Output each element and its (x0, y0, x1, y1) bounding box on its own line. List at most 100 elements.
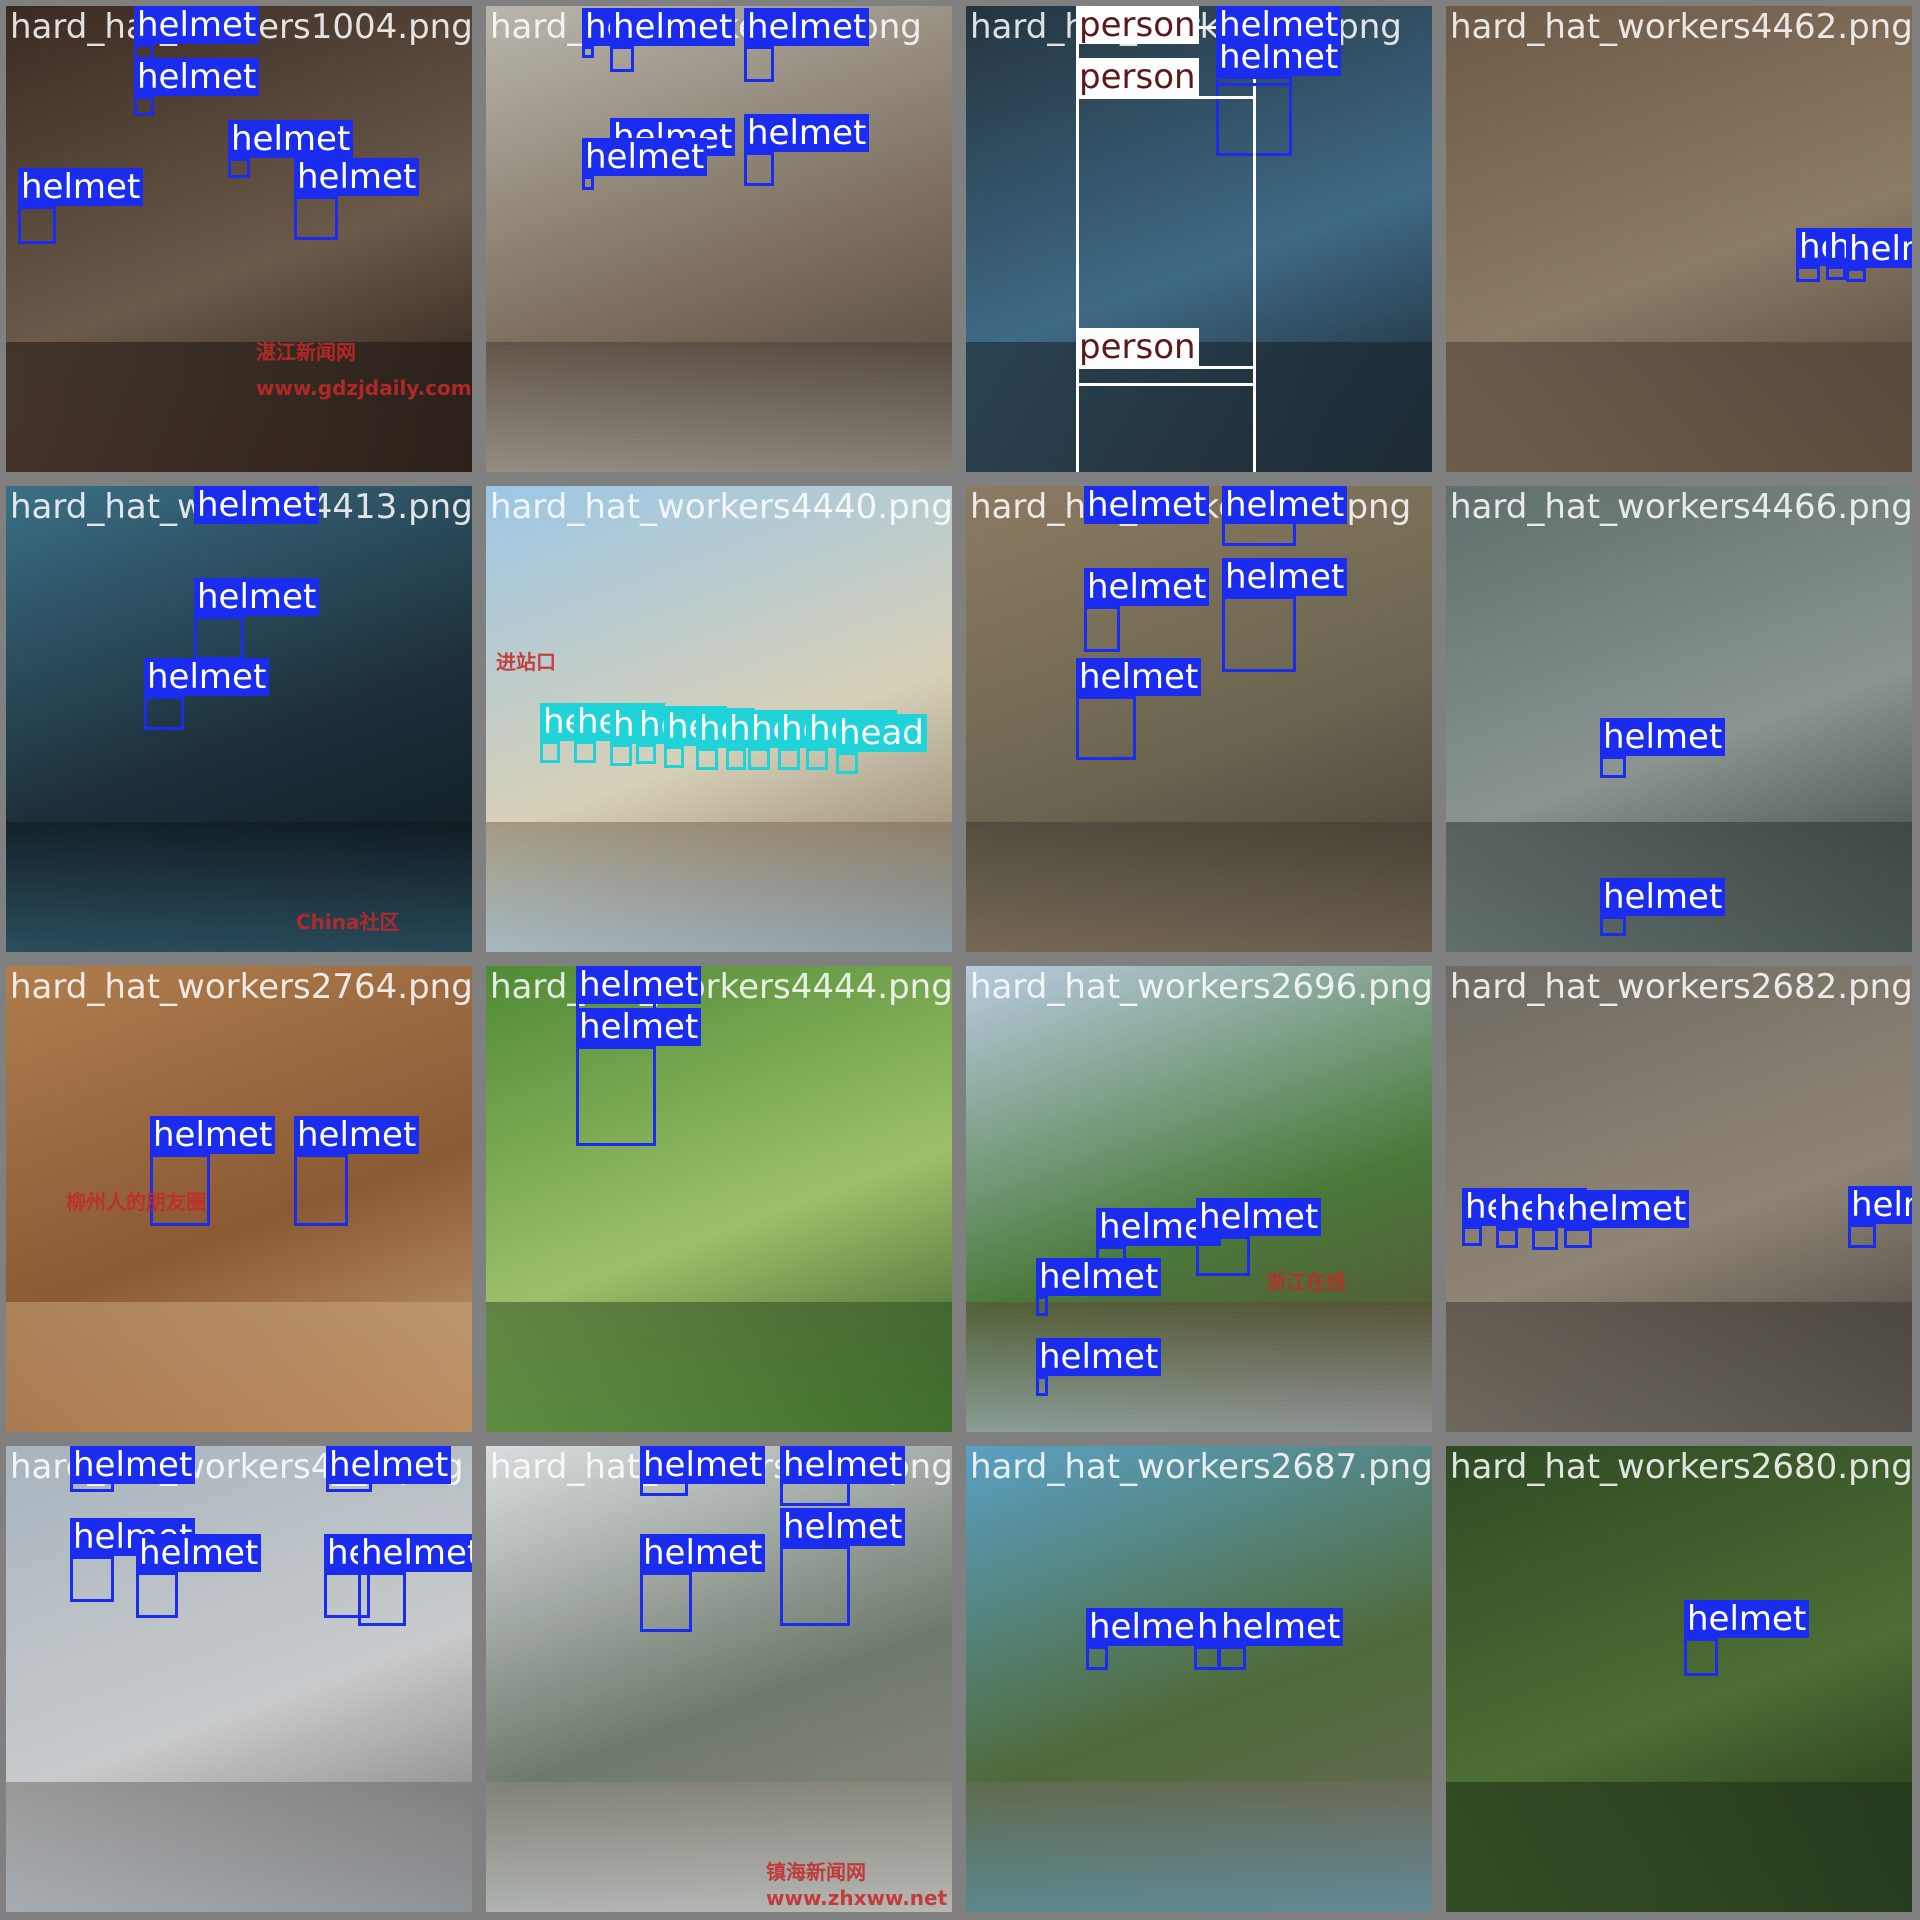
detection-box (18, 206, 56, 244)
detection-box (576, 1046, 656, 1146)
detection-box (636, 744, 656, 764)
detection-box (744, 152, 774, 186)
detection-box (574, 741, 596, 763)
detection-box (1846, 268, 1866, 282)
detection-box (778, 748, 800, 770)
image-tile: hard_hat_workers2687.pnghelmethelmethelm… (960, 1440, 1440, 1920)
detection-label: helmet (1036, 1338, 1162, 1376)
detection-box (582, 176, 594, 190)
tile-mirror-reflection (1446, 1781, 1912, 1912)
detection-box (1532, 1228, 1558, 1250)
detection-box (806, 748, 828, 770)
detection-box (358, 1572, 406, 1626)
detection-box (748, 748, 770, 770)
detection-box (582, 46, 594, 58)
image-tile: hard_hat_workers2727.pnghelmethelmethelm… (480, 1440, 960, 1920)
image-tile: hard_hat_workers446.pnghelmethelmethelme… (960, 480, 1440, 960)
image-tile: hard_hat_workers2682.pnghelmethelmethelm… (1440, 960, 1920, 1440)
image-tile: hard_hat_workers2680.png helmet (1440, 1440, 1920, 1920)
detection-label: helmet (576, 966, 702, 1004)
detection-box (1196, 1236, 1250, 1276)
detection-label: helmet (194, 486, 320, 524)
detection-label: helmet (780, 1446, 906, 1484)
tile-mirror-reflection (1446, 341, 1912, 472)
image-tile: hard_hat_workers4__5.png helmet helmet helm… (0, 1440, 480, 1920)
detection-label: helmet (294, 1116, 420, 1154)
detection-label: helmet (610, 8, 736, 46)
detection-label: helmet (1076, 658, 1202, 696)
image-tile: hard_hat_workers4444.png helmet helmet (480, 960, 960, 1440)
image-tile: hard_hat_workers1004.pnghelmethelmethelm… (0, 0, 480, 480)
detection-box (150, 1154, 210, 1226)
detection-box (1796, 266, 1820, 282)
detection-label: helmet (134, 6, 260, 44)
detection-box (194, 616, 244, 660)
detection-box (144, 696, 184, 730)
watermark-text: 湛江新闻网 (256, 340, 356, 364)
tile-mirror-reflection (486, 1301, 952, 1432)
detection-label: helmet (194, 578, 320, 616)
detection-label: helmet (640, 1534, 766, 1572)
detection-box (1684, 1638, 1718, 1676)
detection-label: helmet (1084, 568, 1210, 606)
tile-filename: hard_hat_workers4440.png (490, 487, 953, 527)
detection-label: helmet (1216, 6, 1342, 44)
detection-box (696, 748, 718, 770)
detection-label: helmet (576, 1008, 702, 1046)
detection-label: helmet (1216, 38, 1342, 76)
tile-mirror-reflection (966, 1781, 1432, 1912)
detection-label: helmet (1222, 558, 1348, 596)
tile-filename: hard_hat_workers2682.png (1450, 967, 1913, 1007)
detection-box (1848, 1224, 1876, 1248)
detection-label: helmet (640, 1446, 766, 1484)
tile-mirror-reflection (966, 341, 1432, 472)
tile-filename: hard_hat_workers2764.png (10, 967, 473, 1007)
detection-label: helmet (326, 1446, 452, 1484)
detection-label: helmet (136, 1534, 262, 1572)
detection-label: head (836, 714, 927, 752)
tile-mirror-reflection (6, 1781, 472, 1912)
detection-box (294, 1154, 348, 1226)
detection-label: helmet (150, 1116, 276, 1154)
detection-box (744, 46, 774, 82)
detection-label: helmet (1564, 1190, 1690, 1228)
detection-box (1086, 1646, 1108, 1670)
detection-label: helmet (780, 1508, 906, 1546)
detection-label: helmet (744, 8, 870, 46)
image-tile: hard_hat_workers4462.pnghelmethelmethelm… (1440, 0, 1920, 480)
detection-box (1218, 1646, 1246, 1670)
detection-box (1222, 596, 1296, 672)
tile-filename: hard_hat_workers2696.png (970, 967, 1433, 1007)
detection-box (1076, 366, 1256, 472)
detection-box (1496, 1228, 1518, 1248)
watermark-text: 柳州人的朋友圈 (66, 1190, 206, 1214)
detection-box (1036, 1376, 1048, 1396)
detection-label: helmet (1036, 1258, 1162, 1296)
image-tile: hard_hat_workers4413.pnghelmethelmethelm… (0, 480, 480, 960)
detection-box (1076, 96, 1256, 386)
tile-mirror-reflection (966, 821, 1432, 952)
detection-label: helmet (744, 114, 870, 152)
detection-box (134, 96, 154, 116)
detection-label: helmet (228, 120, 354, 158)
detection-box (1036, 1296, 1048, 1316)
tile-filename: hard_hat_workers4466.png (1450, 487, 1913, 527)
image-tile: hard_hat_workers4440.pngheadheadheadhead… (480, 480, 960, 960)
tile-mirror-reflection (486, 821, 952, 952)
detection-label: helmet (1086, 1608, 1212, 1646)
detection-box (780, 1546, 850, 1626)
detection-label: person (1076, 58, 1199, 96)
detection-box (664, 746, 684, 768)
detection-box (640, 1572, 692, 1632)
detection-box (294, 196, 338, 240)
image-tile: hard_hat_workers__2.pngpersonhelmethelme… (960, 0, 1440, 480)
tile-mirror-reflection (6, 1301, 472, 1432)
detection-label: helmet (1196, 1198, 1322, 1236)
image-tile: hard_hat_workers4466.png helmet helmet (1440, 480, 1920, 960)
tile-mirror-reflection (6, 341, 472, 472)
detection-box (1600, 756, 1626, 778)
detection-box (1462, 1226, 1482, 1246)
tile-mirror-reflection (486, 341, 952, 472)
detection-label: helmet (1846, 230, 1912, 268)
